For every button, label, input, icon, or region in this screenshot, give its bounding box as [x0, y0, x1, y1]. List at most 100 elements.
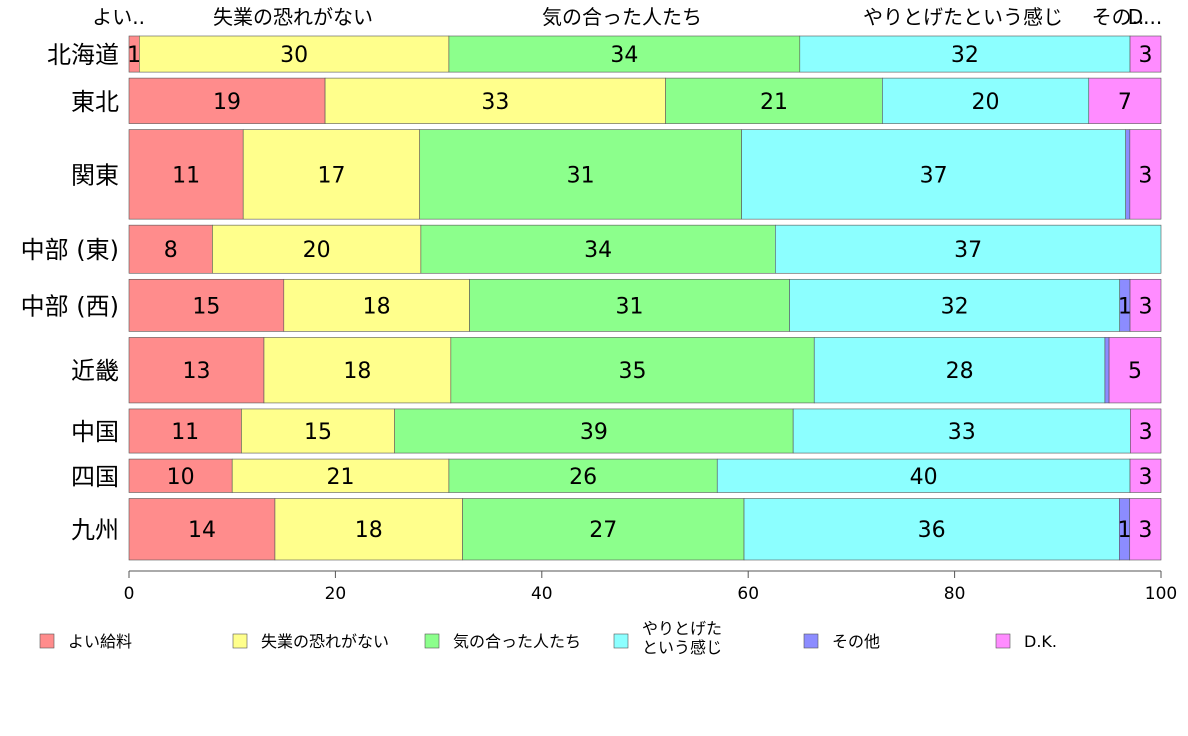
data-label: 5 — [1128, 359, 1142, 384]
bar-segment — [741, 129, 1127, 220]
legend-entry: D.K. — [1024, 632, 1057, 651]
bar-segment — [450, 337, 815, 404]
series-top-label: 失業の恐れがない — [213, 5, 373, 29]
data-label: 15 — [192, 294, 220, 319]
data-label: 26 — [569, 465, 597, 490]
legend-entry: 失業の恐れがない — [261, 632, 389, 651]
category-label: 中部 (西) — [21, 292, 119, 320]
category-label: 東北 — [71, 88, 119, 116]
top-labels: よい.. 失業の恐れがない 気の合った人たち やりとげたという感じ その..D... — [92, 5, 1162, 29]
category-label: 九州 — [71, 516, 119, 544]
data-label: 3 — [1139, 465, 1153, 490]
bar-segment — [1129, 278, 1162, 332]
category-label: 近畿 — [71, 357, 119, 385]
data-label: 32 — [941, 294, 969, 319]
data-label: 13 — [182, 359, 210, 384]
data-label: 36 — [918, 518, 946, 543]
data-label: 33 — [481, 90, 509, 115]
x-tick-label: 40 — [531, 584, 553, 604]
data-label: 40 — [910, 465, 938, 490]
bar-segment — [419, 129, 742, 220]
bar-segment — [241, 408, 395, 454]
legend-entry: その他 — [832, 632, 880, 651]
data-label: 20 — [972, 90, 1000, 115]
legend-entry: 気の合った人たち — [453, 632, 581, 651]
series-top-label: その.. — [1092, 5, 1145, 29]
bar-segment — [1129, 498, 1162, 561]
data-label: 28 — [946, 359, 974, 384]
bar-segment — [813, 337, 1106, 404]
data-label: 35 — [619, 359, 647, 384]
bar-segment — [128, 408, 242, 454]
bar-segment — [394, 408, 794, 454]
bar-segment — [128, 278, 285, 332]
data-label: 37 — [920, 163, 948, 188]
bar-segment — [139, 35, 450, 73]
series-top-label: D... — [1128, 5, 1162, 29]
bar-segment — [128, 224, 213, 274]
bar-segment — [283, 278, 470, 332]
bar-segment — [128, 458, 233, 493]
x-tick-label: 0 — [124, 584, 135, 604]
legend-entry: よい給料 — [68, 632, 132, 651]
data-label: 20 — [303, 238, 331, 263]
data-label: 3 — [1139, 294, 1153, 319]
bar-segment — [448, 458, 718, 493]
data-label: 3 — [1138, 518, 1152, 543]
bar-segment — [1088, 77, 1162, 124]
legend-swatch — [424, 633, 440, 649]
data-label: 27 — [589, 518, 617, 543]
bar-segment — [128, 77, 326, 124]
category-label: 四国 — [71, 463, 119, 491]
x-tick-label: 20 — [325, 584, 347, 604]
data-label: 1 — [1118, 518, 1132, 543]
x-axis: 0 20 40 60 80 100 — [124, 570, 1177, 604]
legend-swatch — [232, 633, 248, 649]
x-tick-label: 60 — [737, 584, 759, 604]
legend-swatch — [39, 633, 55, 649]
series-top-label: よい.. — [92, 5, 145, 29]
legend-swatch — [613, 633, 629, 649]
legend: よい給料 失業の恐れがない 気の合った人たち やりとげたという感じ その他 D.K. — [39, 619, 1057, 657]
x-tick-label: 80 — [944, 584, 966, 604]
data-label: 21 — [760, 90, 788, 115]
bar-segment — [665, 77, 883, 124]
data-label: 10 — [167, 465, 195, 490]
bar-segment — [799, 35, 1131, 73]
bar-segment — [882, 77, 1090, 124]
bar-segment — [469, 278, 790, 332]
data-label: 11 — [172, 163, 200, 188]
bar-segment — [1129, 35, 1162, 73]
bar-segment — [212, 224, 422, 274]
data-label: 18 — [355, 518, 383, 543]
data-label: 15 — [304, 420, 332, 445]
data-label: 19 — [213, 90, 241, 115]
legend-swatch — [995, 633, 1011, 649]
bar-segment — [1104, 337, 1110, 404]
data-label: 31 — [616, 294, 644, 319]
bar-segment — [1129, 129, 1162, 220]
data-label: 1 — [1118, 294, 1132, 319]
data-label: 39 — [580, 420, 608, 445]
bar-segment — [789, 278, 1121, 332]
data-label: 3 — [1139, 420, 1153, 445]
legend-swatch — [803, 633, 819, 649]
bar-segment — [792, 408, 1131, 454]
series-top-label: やりとげたという感じ — [863, 5, 1063, 29]
data-label: 3 — [1139, 43, 1153, 68]
data-label: 11 — [171, 420, 199, 445]
bar-segment — [743, 498, 1120, 561]
bar-segment — [1130, 408, 1162, 454]
data-label: 33 — [948, 420, 976, 445]
data-label: 3 — [1138, 163, 1152, 188]
data-label: 17 — [317, 163, 345, 188]
data-label: 31 — [567, 163, 595, 188]
category-label: 中部 (東) — [21, 236, 119, 264]
legend-entry: やりとげたという感じ — [642, 619, 722, 657]
data-label: 34 — [584, 238, 612, 263]
data-label: 8 — [164, 238, 178, 263]
data-label: 14 — [188, 518, 216, 543]
data-label: 18 — [363, 294, 391, 319]
